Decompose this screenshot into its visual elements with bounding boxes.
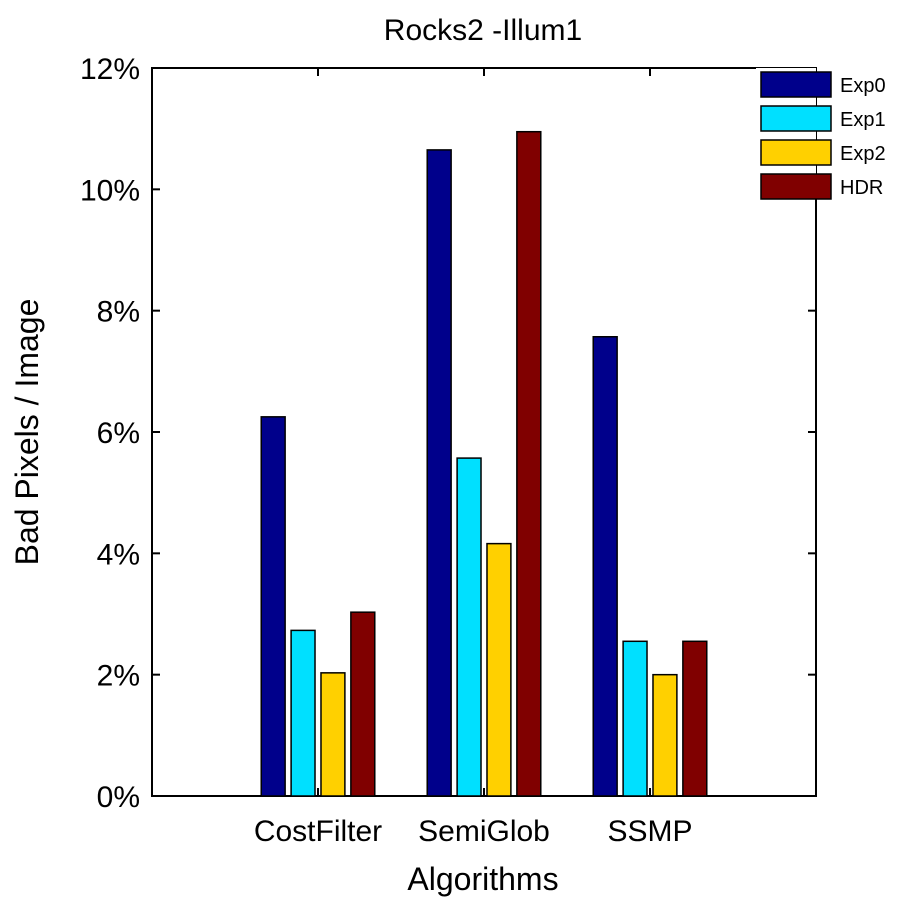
x-tick-label: CostFilter [254,815,382,848]
y-axis-title: Bad Pixels / Image [9,299,45,566]
bar-exp1-costfilter [290,629,316,797]
x-axis: CostFilter SemiGlob SSMP [254,68,693,848]
y-tick-label: 10% [80,174,140,207]
y-tick-label: 8% [97,296,140,329]
bar-exp0-ssmp [592,336,618,797]
x-axis-title: Algorithms [407,861,558,897]
plot-area-frame [151,67,817,797]
bar-exp2-ssmp [652,673,678,797]
legend: Exp0 Exp1 Exp2 HDR [756,68,886,200]
bar-hdr-costfilter [350,611,376,797]
legend-swatch [760,139,832,166]
y-tick-label: 4% [97,538,140,571]
bar-hdr-semiglob [516,130,542,797]
bar-exp0-semiglob [426,149,452,797]
bar-exp1-semiglob [456,457,482,797]
legend-swatch [760,105,832,132]
bar-exp0-costfilter [260,416,286,797]
y-tick-label: 2% [97,660,140,693]
x-tick-label: SemiGlob [418,815,550,848]
y-tick-label: 6% [97,417,140,450]
legend-swatch [760,71,832,98]
chart-title: Rocks2 -Illum1 [384,14,582,47]
y-tick-label: 12% [80,53,140,86]
bars-group [260,130,708,797]
legend-label: Exp0 [840,75,886,97]
y-axis: 0% 2% 4% 6% 8% 10% 12% [80,53,816,814]
legend-label: Exp2 [840,143,886,165]
bar-exp2-semiglob [486,542,512,797]
bar-exp1-ssmp [622,640,648,797]
legend-label: Exp1 [840,109,886,131]
y-tick-label: 0% [97,781,140,814]
bar-exp2-costfilter [320,672,346,797]
bar-hdr-ssmp [682,640,708,797]
legend-swatch [760,173,832,200]
legend-label: HDR [840,177,883,199]
x-tick-label: SSMP [607,815,692,848]
